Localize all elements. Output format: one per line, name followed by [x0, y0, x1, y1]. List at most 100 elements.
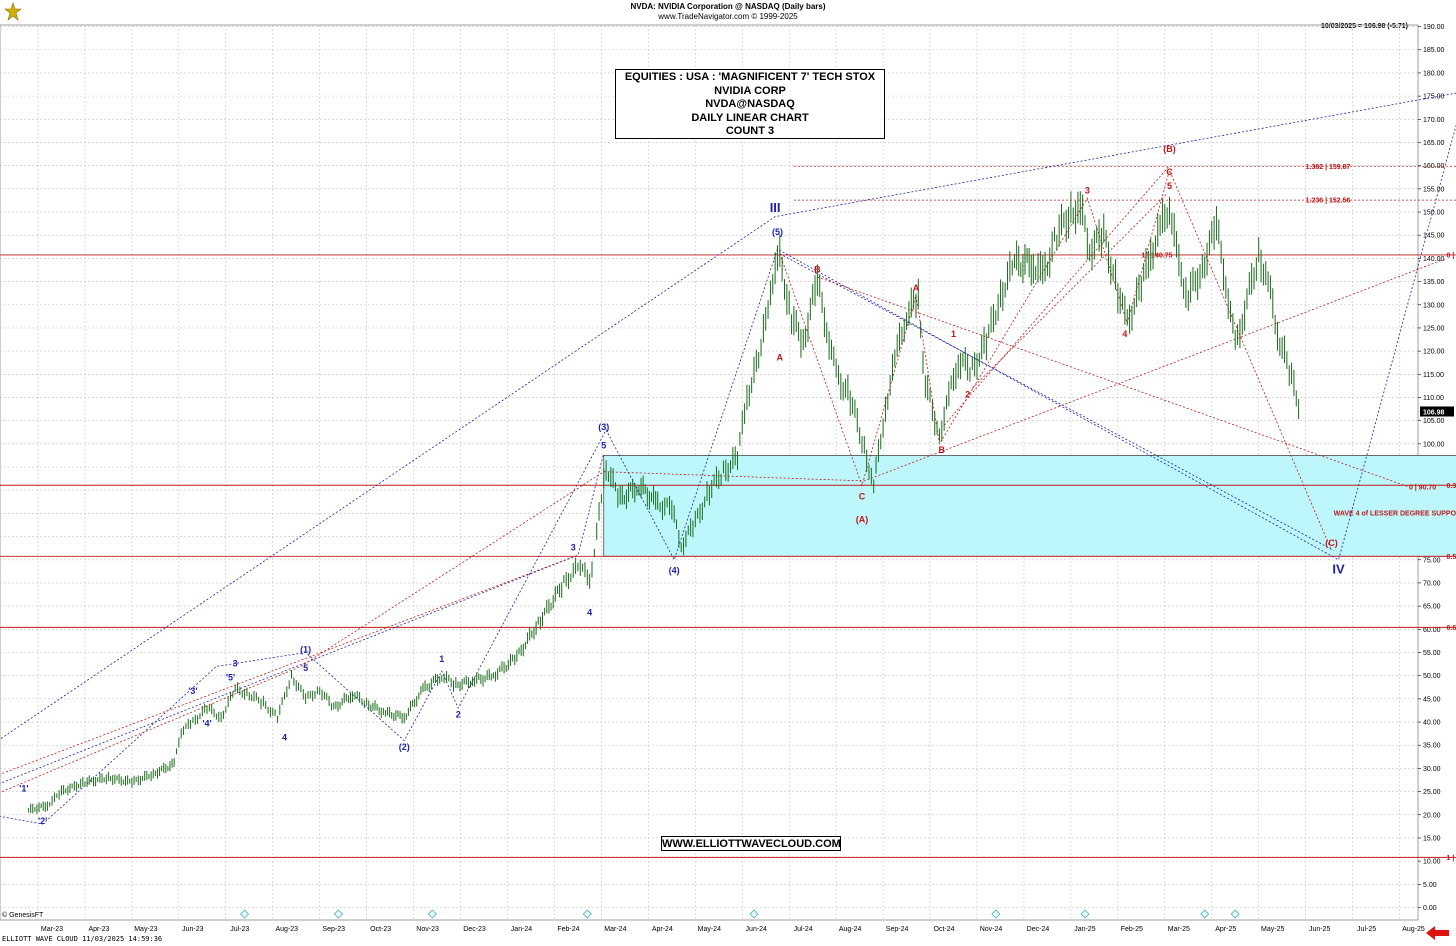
wave-label: (B)	[1163, 144, 1176, 154]
y-tick-label: 45.00	[1423, 696, 1441, 703]
y-tick-label: 185.00	[1423, 47, 1445, 54]
x-tick-label: Mar-25	[1168, 926, 1190, 933]
x-tick-label: Nov-23	[416, 926, 439, 933]
x-tick-label: Jul-24	[794, 926, 813, 933]
x-tick-label: Apr-25	[1215, 926, 1236, 933]
y-tick-label: 50.00	[1423, 673, 1441, 680]
wave-line-red	[944, 166, 1169, 426]
event-marker-icon	[1201, 910, 1209, 918]
wave-label: 5	[303, 663, 308, 673]
wave-line-red	[0, 555, 578, 778]
x-tick-label: May-23	[134, 926, 157, 933]
x-tick-label: Aug-24	[839, 926, 862, 933]
title-box: EQUITIES : USA : 'MAGNIFICENT 7' TECH ST…	[615, 69, 885, 139]
wave-label: (3)	[598, 422, 609, 432]
x-tick-label: Sep-24	[886, 926, 909, 933]
wave-label: C	[859, 491, 866, 501]
y-tick-label: 15.00	[1423, 835, 1441, 842]
title-line: DAILY LINEAR CHART	[616, 112, 884, 126]
wave-label: 3	[571, 542, 576, 552]
event-marker-icon	[583, 910, 591, 918]
event-marker-icon	[334, 910, 342, 918]
x-tick-label: Dec-24	[1027, 926, 1050, 933]
x-tick-label: Feb-25	[1121, 926, 1143, 933]
title-line: NVDA@NASDAQ	[616, 98, 884, 112]
x-tick-label: Jan-24	[511, 926, 533, 933]
y-tick-label: 5.00	[1423, 882, 1437, 889]
x-tick-label: Jan-25	[1074, 926, 1096, 933]
wave-label: 1	[439, 654, 444, 664]
y-tick-label: 105.00	[1423, 418, 1445, 425]
event-marker-icon	[428, 910, 436, 918]
wave-label: '4'	[202, 719, 211, 729]
genesis-credit: © GenesisFT	[2, 912, 43, 919]
wave-label: 4	[587, 607, 592, 617]
x-tick-label: Apr-24	[652, 926, 673, 933]
y-tick-label: 55.00	[1423, 650, 1441, 657]
wave-label: '1'	[19, 784, 28, 794]
x-tick-label: Mar-24	[604, 926, 626, 933]
y-tick-label: 165.00	[1423, 140, 1445, 147]
wave-label: (5)	[772, 227, 783, 237]
wave-label: (4)	[669, 566, 680, 576]
wave-label: A	[777, 352, 784, 362]
y-tick-label: 0.00	[1423, 905, 1437, 912]
wave-label: '3'	[188, 686, 197, 696]
x-tick-label: Jun-25	[1309, 926, 1331, 933]
title-line: COUNT 3	[616, 125, 884, 139]
y-tick-label: 170.00	[1423, 117, 1445, 124]
scroll-left-arrow-icon[interactable]	[1425, 925, 1451, 941]
y-tick-label: 180.00	[1423, 70, 1445, 77]
wave-label: 3	[233, 658, 238, 668]
event-marker-icon	[750, 910, 758, 918]
x-tick-label: Aug-23	[275, 926, 298, 933]
wave-label: A	[913, 283, 920, 293]
fib-label: 1.236 | 152.56	[1306, 198, 1351, 205]
y-tick-label: 125.00	[1423, 325, 1445, 332]
x-tick-label: May-24	[698, 926, 721, 933]
fib-label: 0.5 | 75.75	[1447, 554, 1456, 561]
y-tick-label: 135.00	[1423, 279, 1445, 286]
fib-label: 0 | 140.68	[1447, 253, 1456, 260]
y-tick-label: 30.00	[1423, 766, 1441, 773]
wave-label: (C)	[1325, 538, 1338, 548]
wave-label: 4	[1122, 329, 1127, 339]
wave-label: (1)	[300, 644, 311, 654]
fib-label: 1 | 10.81	[1447, 855, 1456, 862]
fib-label: 0 | 90.70	[1409, 484, 1436, 491]
y-tick-label: 150.00	[1423, 210, 1445, 217]
wave-label: III	[770, 200, 781, 215]
x-tick-label: May-25	[1261, 926, 1284, 933]
y-tick-label: 140.00	[1423, 256, 1445, 263]
y-tick-label: 100.00	[1423, 441, 1445, 448]
y-tick-label: 20.00	[1423, 812, 1441, 819]
wave-label: 5	[1167, 181, 1172, 191]
y-tick-label: 75.00	[1423, 557, 1441, 564]
x-tick-label: Jun-24	[746, 926, 768, 933]
wave-label: 2	[456, 709, 461, 719]
event-marker-icon	[1231, 910, 1239, 918]
footer-timestamp: ELLIOTT WAVE CLOUD 11/03/2025 14:59:36	[2, 935, 162, 943]
y-tick-label: 190.00	[1423, 24, 1445, 31]
y-tick-label: 155.00	[1423, 186, 1445, 193]
wave-label: IV	[1332, 562, 1345, 577]
x-tick-label: Oct-23	[370, 926, 391, 933]
website-link[interactable]: WWW.ELLIOTTWAVECLOUD.COM	[661, 836, 841, 851]
wave-line-red	[972, 193, 1167, 388]
wave-label: 3	[1085, 185, 1090, 195]
x-tick-label: Mar-23	[41, 926, 63, 933]
last-price-label: 106.98	[1423, 409, 1445, 416]
x-tick-label: Aug-25	[1402, 926, 1425, 933]
wave-label: 5	[601, 440, 606, 450]
y-tick-label: 40.00	[1423, 720, 1441, 727]
title-line: NVIDIA CORP	[616, 85, 884, 99]
title-line: EQUITIES : USA : 'MAGNIFICENT 7' TECH ST…	[616, 71, 884, 85]
wave-line-blue	[0, 453, 604, 787]
x-tick-label: Feb-24	[557, 926, 579, 933]
x-tick-label: Jul-23	[230, 926, 249, 933]
wave-label: B	[939, 445, 946, 455]
event-marker-icon	[1081, 910, 1089, 918]
x-tick-label: Jul-25	[1357, 926, 1376, 933]
x-tick-label: Sep-23	[322, 926, 345, 933]
